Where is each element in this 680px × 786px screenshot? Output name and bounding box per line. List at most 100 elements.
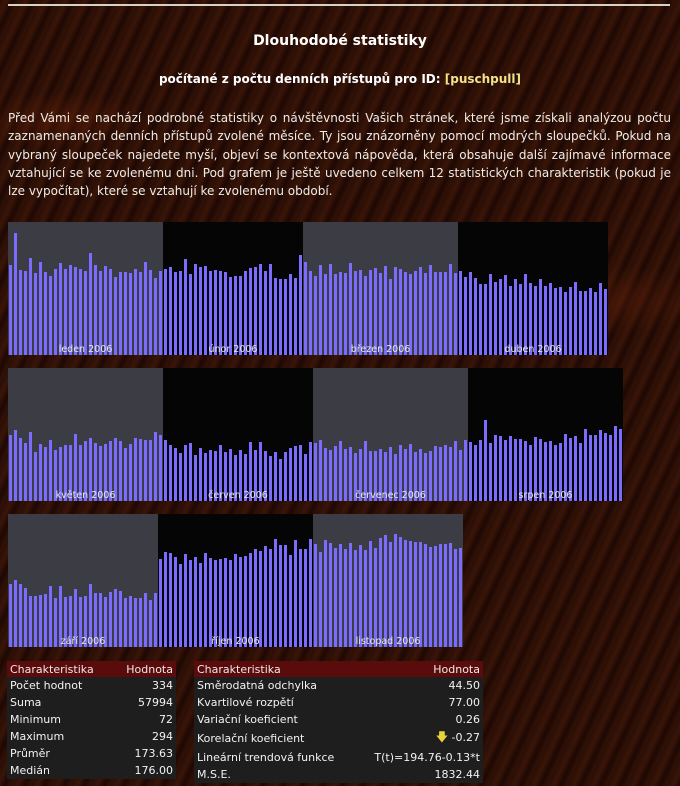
day-bar[interactable] — [329, 450, 332, 501]
day-bar[interactable] — [319, 552, 322, 647]
day-bar[interactable] — [169, 445, 172, 501]
day-bar[interactable] — [144, 262, 147, 355]
day-bar[interactable] — [234, 276, 237, 355]
day-bar[interactable] — [504, 440, 507, 501]
day-bar[interactable] — [209, 271, 212, 355]
day-bar[interactable] — [44, 272, 47, 355]
day-bar[interactable] — [169, 553, 172, 647]
day-bar[interactable] — [9, 265, 12, 355]
day-bar[interactable] — [54, 269, 57, 355]
day-bar[interactable] — [409, 444, 412, 501]
day-bar[interactable] — [324, 448, 327, 501]
day-bar[interactable] — [259, 442, 262, 501]
day-bar[interactable] — [279, 545, 282, 647]
day-bar[interactable] — [279, 459, 282, 501]
day-bar[interactable] — [19, 270, 22, 355]
day-bar[interactable] — [44, 594, 47, 647]
day-bar[interactable] — [414, 542, 417, 647]
day-bar[interactable] — [549, 441, 552, 501]
day-bar[interactable] — [134, 598, 137, 647]
day-bar[interactable] — [374, 451, 377, 501]
day-bar[interactable] — [299, 255, 302, 355]
day-bar[interactable] — [154, 593, 157, 647]
day-bar[interactable] — [509, 436, 512, 501]
day-bar[interactable] — [319, 440, 322, 501]
day-bar[interactable] — [94, 265, 97, 355]
day-bar[interactable] — [99, 271, 102, 355]
day-bar[interactable] — [174, 448, 177, 501]
day-bar[interactable] — [404, 449, 407, 501]
day-bar[interactable] — [354, 550, 357, 647]
day-bar[interactable] — [524, 441, 527, 501]
day-bar[interactable] — [34, 452, 37, 501]
day-bar[interactable] — [524, 274, 527, 355]
day-bar[interactable] — [299, 549, 302, 647]
day-bar[interactable] — [209, 558, 212, 647]
day-bar[interactable] — [434, 272, 437, 355]
day-bar[interactable] — [364, 550, 367, 647]
day-bar[interactable] — [59, 447, 62, 501]
day-bar[interactable] — [189, 443, 192, 501]
day-bar[interactable] — [369, 541, 372, 647]
day-bar[interactable] — [274, 539, 277, 647]
day-bar[interactable] — [194, 557, 197, 647]
day-bar[interactable] — [99, 446, 102, 501]
day-bar[interactable] — [104, 266, 107, 355]
day-bar[interactable] — [249, 553, 252, 647]
day-bar[interactable] — [179, 453, 182, 501]
day-bar[interactable] — [89, 253, 92, 355]
day-bar[interactable] — [394, 267, 397, 355]
day-bar[interactable] — [14, 233, 17, 355]
day-bar[interactable] — [9, 435, 12, 501]
day-bar[interactable] — [549, 283, 552, 355]
day-bar[interactable] — [329, 543, 332, 647]
day-bar[interactable] — [219, 271, 222, 355]
day-bar[interactable] — [209, 450, 212, 501]
day-bar[interactable] — [469, 272, 472, 355]
day-bar[interactable] — [339, 272, 342, 355]
day-bar[interactable] — [609, 435, 612, 501]
day-bar[interactable] — [104, 597, 107, 647]
day-bar[interactable] — [129, 444, 132, 501]
day-bar[interactable] — [144, 440, 147, 501]
day-bar[interactable] — [214, 560, 217, 647]
day-bar[interactable] — [134, 269, 137, 355]
day-bar[interactable] — [364, 441, 367, 501]
day-bar[interactable] — [234, 554, 237, 647]
day-bar[interactable] — [339, 544, 342, 647]
day-bar[interactable] — [614, 426, 617, 501]
day-bar[interactable] — [269, 456, 272, 501]
day-bar[interactable] — [354, 453, 357, 501]
day-bar[interactable] — [544, 286, 547, 355]
day-bar[interactable] — [604, 433, 607, 501]
day-bar[interactable] — [354, 271, 357, 355]
day-bar[interactable] — [149, 600, 152, 647]
day-bar[interactable] — [594, 292, 597, 355]
day-bar[interactable] — [264, 271, 267, 355]
day-bar[interactable] — [179, 564, 182, 647]
day-bar[interactable] — [59, 263, 62, 355]
day-bar[interactable] — [139, 272, 142, 355]
day-bar[interactable] — [399, 445, 402, 501]
day-bar[interactable] — [264, 546, 267, 647]
day-bar[interactable] — [369, 270, 372, 355]
day-bar[interactable] — [439, 544, 442, 647]
day-bar[interactable] — [439, 272, 442, 355]
day-bar[interactable] — [164, 552, 167, 647]
day-bar[interactable] — [444, 544, 447, 647]
day-bar[interactable] — [304, 262, 307, 355]
day-bar[interactable] — [599, 430, 602, 501]
day-bar[interactable] — [224, 272, 227, 355]
day-bar[interactable] — [64, 445, 67, 501]
day-bar[interactable] — [84, 596, 87, 647]
day-bar[interactable] — [189, 274, 192, 355]
day-bar[interactable] — [119, 441, 122, 501]
day-bar[interactable] — [309, 539, 312, 647]
day-bar[interactable] — [69, 445, 72, 501]
day-bar[interactable] — [144, 593, 147, 647]
day-bar[interactable] — [259, 551, 262, 647]
day-bar[interactable] — [254, 450, 257, 501]
day-bar[interactable] — [419, 267, 422, 355]
day-bar[interactable] — [404, 272, 407, 355]
day-bar[interactable] — [74, 267, 77, 355]
